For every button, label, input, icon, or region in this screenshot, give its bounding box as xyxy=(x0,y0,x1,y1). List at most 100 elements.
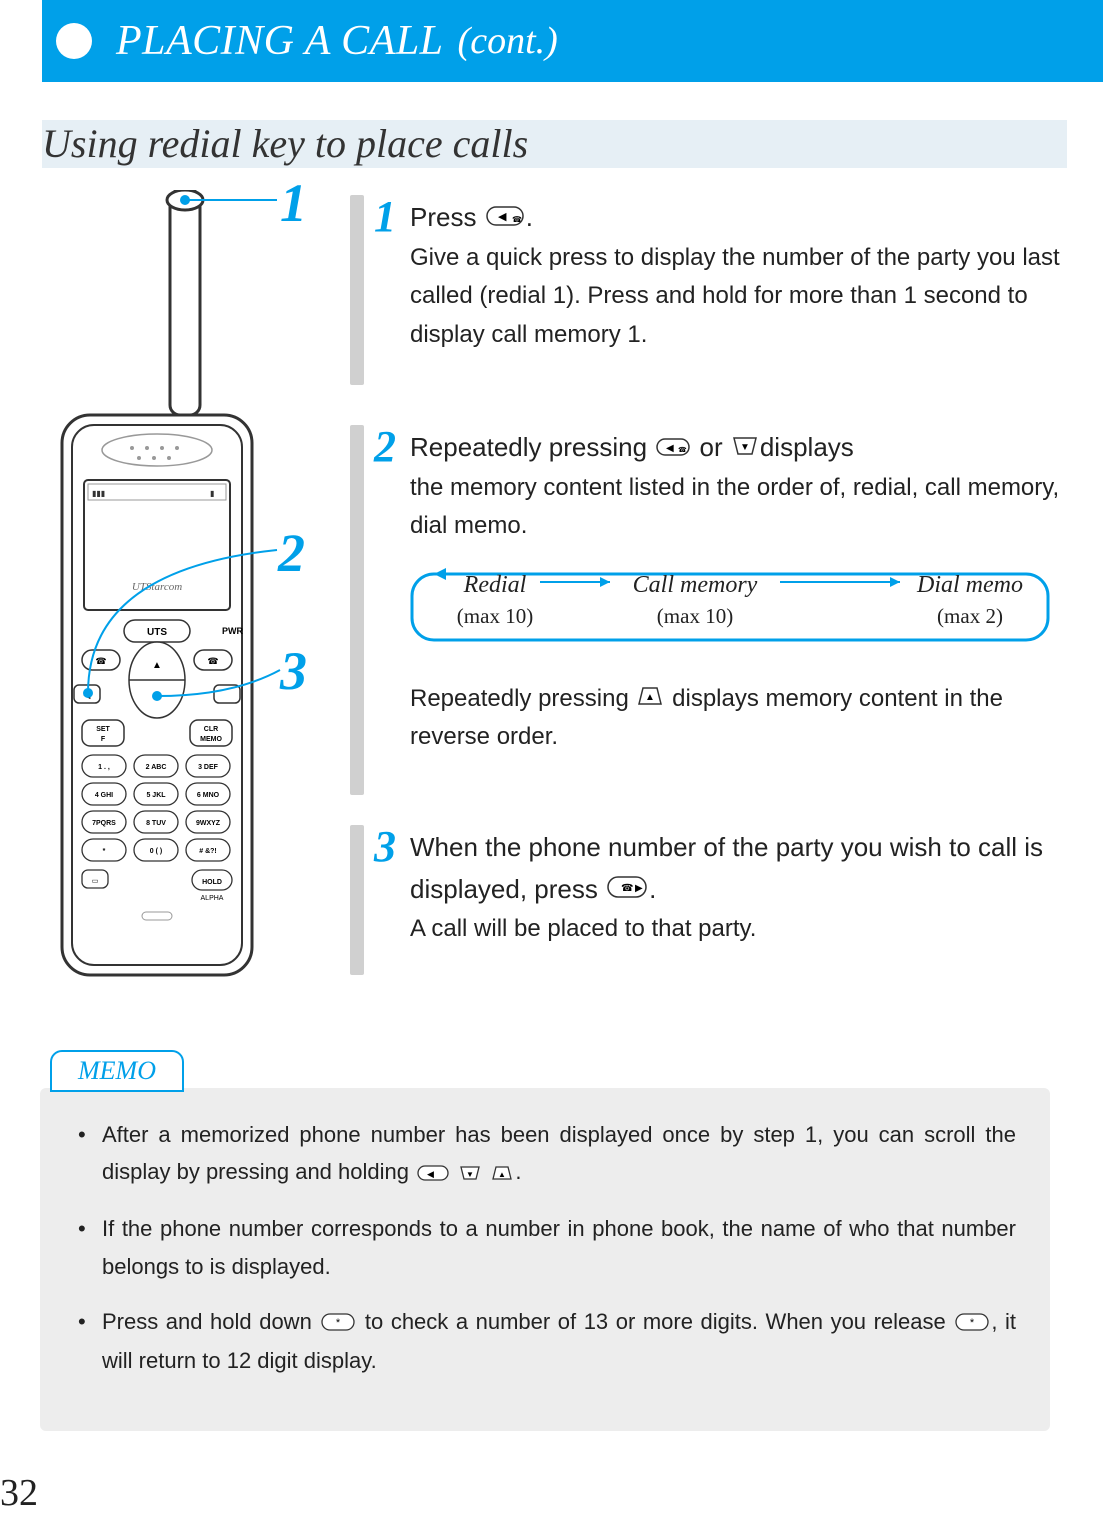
svg-text:▮: ▮ xyxy=(210,489,214,498)
cycle-label: Redial xyxy=(464,572,527,598)
step-text: the memory content listed in the order o… xyxy=(410,474,1059,539)
step-lead-after: displays xyxy=(760,432,854,462)
svg-text:4 GHI: 4 GHI xyxy=(95,792,113,799)
svg-text:0 ( ): 0 ( ) xyxy=(150,848,162,855)
header-title: PLACING A CALL xyxy=(116,17,444,65)
svg-text:☎: ☎ xyxy=(512,215,522,224)
svg-text:7PQRS: 7PQRS xyxy=(92,820,116,827)
svg-text:MEMO: MEMO xyxy=(200,736,222,743)
memo-item: If the phone number corresponds to a num… xyxy=(74,1210,1016,1285)
step-lead: Press xyxy=(410,202,484,232)
step-body: Press ◀☎. Give a quick press to display … xyxy=(410,195,1070,395)
step-1: 1 Press ◀☎. Give a quick press to displa… xyxy=(350,195,1070,395)
page: PLACING A CALL (cont.) Using redial key … xyxy=(0,0,1103,1535)
step-lead-mid: or xyxy=(692,432,730,462)
phone-svg: ▮▮▮ ▮ UTStarcom UTS PWR ▲ ▼ ☎ ☎ ◀ SET F xyxy=(52,190,312,990)
svg-text:▲: ▲ xyxy=(152,660,162,671)
phone-model-label: UTS xyxy=(147,627,167,638)
svg-text:8 TUV: 8 TUV xyxy=(146,820,166,827)
step-text: A call will be placed to that party. xyxy=(410,915,756,942)
svg-text:SET: SET xyxy=(96,726,110,733)
step-lead: When the phone number of the party you w… xyxy=(410,832,1043,904)
svg-text:6 MNO: 6 MNO xyxy=(197,792,220,799)
svg-text:▭: ▭ xyxy=(92,878,99,885)
svg-text:◀: ◀ xyxy=(498,211,507,223)
memo-text: Press and hold down xyxy=(102,1309,319,1334)
cycle-item: Redial (max 10) xyxy=(440,570,550,632)
phone-illustration: ▮▮▮ ▮ UTStarcom UTS PWR ▲ ▼ ☎ ☎ ◀ SET F xyxy=(52,190,312,990)
header-bullet xyxy=(56,23,92,59)
star-key-icon: * xyxy=(321,1305,355,1342)
cycle-item: Call memory (max 10) xyxy=(610,570,780,632)
cycle-sub: (max 10) xyxy=(457,604,533,628)
svg-text:1 . ,: 1 . , xyxy=(98,764,110,771)
svg-text:3 DEF: 3 DEF xyxy=(198,764,219,771)
svg-text:2 ABC: 2 ABC xyxy=(146,764,167,771)
step-tail-pre: Repeatedly pressing xyxy=(410,685,635,712)
star-key-icon: * xyxy=(955,1305,989,1342)
step-bar xyxy=(350,195,364,385)
up-key-icon: ▲ xyxy=(637,680,663,718)
step-body: Repeatedly pressing ◀☎ or ▼displays the … xyxy=(410,425,1070,795)
svg-text:◀: ◀ xyxy=(427,1169,434,1179)
svg-text:9WXYZ: 9WXYZ xyxy=(196,820,221,827)
memo-text: . xyxy=(515,1159,521,1184)
down-key-icon: ▼ xyxy=(459,1155,481,1192)
memo-text: If the phone number corresponds to a num… xyxy=(102,1216,1016,1278)
svg-text:CLR: CLR xyxy=(204,726,218,733)
svg-text:5 JKL: 5 JKL xyxy=(146,792,166,799)
svg-text:*: * xyxy=(970,1317,975,1329)
step-body: When the phone number of the party you w… xyxy=(410,825,1070,975)
step-lead: Repeatedly pressing xyxy=(410,432,654,462)
svg-text:▼: ▼ xyxy=(740,442,750,453)
step-number: 2 xyxy=(374,425,410,795)
svg-text:HOLD: HOLD xyxy=(202,879,222,886)
svg-text:▲: ▲ xyxy=(646,692,656,703)
svg-text:*: * xyxy=(103,848,106,855)
down-key-icon: ▼ xyxy=(732,430,758,468)
step-lead-after: . xyxy=(649,874,656,904)
cycle-item: Dial memo (max 2) xyxy=(900,570,1040,632)
cycle-sub: (max 10) xyxy=(657,604,733,628)
svg-text:▼: ▼ xyxy=(466,1170,474,1179)
section-header: PLACING A CALL (cont.) xyxy=(42,0,1103,82)
step-lead-after: . xyxy=(526,202,533,232)
page-number: 32 xyxy=(0,1471,38,1515)
cycle-diagram: Redial (max 10) Call memory (max 10) Dia… xyxy=(410,562,1050,652)
step-text: Give a quick press to display the number… xyxy=(410,244,1060,348)
redial-key-icon: ◀☎ xyxy=(486,200,524,238)
up-key-icon: ▲ xyxy=(491,1155,513,1192)
memo-text: After a memorized phone number has been … xyxy=(102,1122,1016,1184)
memo-section: MEMO After a memorized phone number has … xyxy=(40,1050,1050,1431)
cycle-label: Call memory xyxy=(633,572,758,598)
svg-text:▲: ▲ xyxy=(498,1170,506,1179)
svg-text:F: F xyxy=(101,736,106,743)
steps: 1 Press ◀☎. Give a quick press to displa… xyxy=(350,195,1070,1005)
step-2: 2 Repeatedly pressing ◀☎ or ▼displays th… xyxy=(350,425,1070,795)
memo-text: to check a number of 13 or more digits. … xyxy=(357,1309,953,1334)
redial-key-icon: ◀☎ xyxy=(656,430,690,468)
svg-text:☎: ☎ xyxy=(95,656,106,666)
subhead-text: Using redial key to place calls xyxy=(42,120,528,167)
memo-item: Press and hold down * to check a number … xyxy=(74,1303,1016,1379)
step-bar xyxy=(350,825,364,975)
step-number: 3 xyxy=(374,825,410,975)
svg-text:▶: ▶ xyxy=(635,883,643,894)
cycle-label: Dial memo xyxy=(917,572,1023,598)
step-bar xyxy=(350,425,364,795)
svg-text:☎: ☎ xyxy=(678,446,687,454)
pwr-label: PWR xyxy=(222,626,243,636)
memo-box: After a memorized phone number has been … xyxy=(40,1088,1050,1431)
svg-text:◀: ◀ xyxy=(666,443,674,454)
svg-text:# &?!: # &?! xyxy=(199,848,217,855)
memo-item: After a memorized phone number has been … xyxy=(74,1116,1016,1192)
svg-text:☎: ☎ xyxy=(621,883,633,894)
svg-text:*: * xyxy=(336,1317,341,1329)
indicator-3: 3 xyxy=(280,640,307,702)
call-key-icon: ☎▶ xyxy=(607,872,647,910)
header-continuation: (cont.) xyxy=(458,19,558,63)
cycle-sub: (max 2) xyxy=(937,604,1003,628)
svg-text:ALPHA: ALPHA xyxy=(201,895,224,902)
svg-text:▮▮▮: ▮▮▮ xyxy=(92,489,105,498)
step-3: 3 When the phone number of the party you… xyxy=(350,825,1070,975)
